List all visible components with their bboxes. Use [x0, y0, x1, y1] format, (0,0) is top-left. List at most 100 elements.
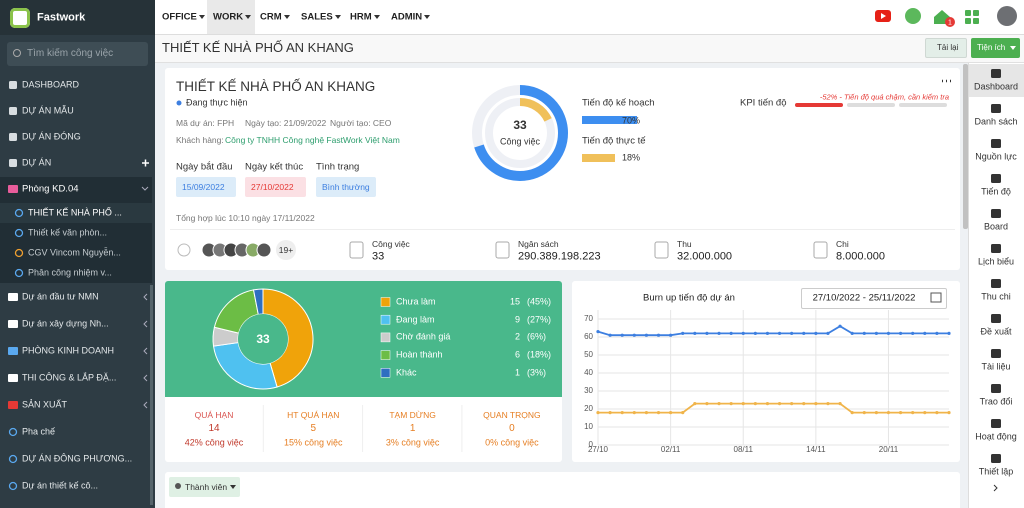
- menu-item[interactable]: DỰ ÁN ĐÔNG PHƯƠNG...: [22, 454, 132, 465]
- point: [742, 332, 745, 335]
- point: [754, 402, 757, 405]
- legend-count: 6: [515, 350, 520, 361]
- right-nav-item[interactable]: Trao đổi: [980, 397, 1013, 408]
- point: [899, 411, 902, 414]
- legend-swatch: [381, 351, 390, 360]
- menu-item[interactable]: DỰ ÁN ĐÓNG: [22, 132, 81, 143]
- right-nav-item[interactable]: Đề xuất: [980, 327, 1011, 338]
- point: [790, 402, 793, 405]
- apps-icon: [973, 18, 979, 24]
- point: [717, 402, 720, 405]
- point: [923, 332, 926, 335]
- point: [826, 332, 829, 335]
- menu-item[interactable]: Dự án xây dựng Nh...: [22, 319, 109, 330]
- point: [621, 411, 624, 414]
- utilities-label[interactable]: Tiện ích: [977, 43, 1005, 53]
- nav-menu[interactable]: OFFICE: [162, 11, 197, 22]
- progress-value: 70%: [622, 116, 640, 127]
- menu-item[interactable]: SẢN XUẤT: [22, 400, 67, 411]
- legend-label: Khác: [396, 367, 417, 378]
- right-nav-item[interactable]: Hoạt động: [975, 432, 1017, 443]
- legend-label: Hoàn thành: [396, 350, 443, 361]
- right-nav-item[interactable]: Lịch biểu: [978, 257, 1014, 268]
- right-nav-item[interactable]: Tiến độ: [981, 187, 1011, 198]
- point: [681, 332, 684, 335]
- legend-count: 9: [515, 314, 520, 325]
- stat-icon: [350, 242, 363, 258]
- menu-item[interactable]: DỰ ÁN: [22, 158, 51, 169]
- nav-menu[interactable]: ADMIN: [391, 11, 422, 22]
- customer-link[interactable]: Công ty TNHH Công nghệ FastWork Việt Nam: [225, 135, 400, 145]
- menu-icon: [9, 107, 17, 115]
- nav-menu[interactable]: WORK: [213, 11, 243, 22]
- point: [633, 411, 636, 414]
- meta: Khách hàng:: [176, 135, 224, 145]
- chevron: [144, 375, 147, 381]
- right-nav-item[interactable]: Thiết lập: [979, 467, 1014, 478]
- add-icon: [142, 160, 149, 167]
- menu-item[interactable]: Dự án đầu tư NMN: [22, 292, 99, 303]
- item-dot: [10, 429, 17, 436]
- right-nav-item[interactable]: Danh sách: [974, 117, 1017, 128]
- menu-item[interactable]: PHÒNG KINH DOANH: [22, 346, 114, 357]
- point: [826, 402, 829, 405]
- menu-subitem[interactable]: THIẾT KẾ NHÀ PHỐ ...: [28, 208, 122, 219]
- stat-icon: [655, 242, 668, 258]
- menu-subitem[interactable]: Phân công nhiệm v...: [28, 268, 112, 279]
- menu-item[interactable]: Dự án thiết kế cô...: [22, 481, 98, 492]
- legend-swatch: [381, 315, 390, 324]
- right-nav-item[interactable]: Nguồn lực: [975, 152, 1017, 163]
- point: [838, 325, 841, 328]
- legend-label: Đang làm: [396, 314, 435, 325]
- nav-icon: [991, 384, 1001, 393]
- legend-share: (18%): [527, 350, 551, 361]
- menu-item[interactable]: DỰ ÁN MẪU: [22, 106, 74, 117]
- menu-item[interactable]: DASHBOARD: [22, 80, 79, 91]
- legend-count: 15: [510, 297, 520, 308]
- stat-value: 33: [372, 250, 384, 263]
- status-dot: [177, 101, 182, 106]
- folder-icon: [8, 320, 18, 328]
- menu-subitem[interactable]: CGV Vincom Nguyễn...: [28, 248, 121, 259]
- point: [814, 332, 817, 335]
- point: [851, 411, 854, 414]
- point: [875, 332, 878, 335]
- point: [778, 402, 781, 405]
- right-nav-item[interactable]: Tài liệu: [981, 362, 1010, 373]
- members-count[interactable]: 19+: [279, 245, 293, 255]
- users-icon: [175, 483, 181, 489]
- menu-group[interactable]: Phòng KD.04: [22, 183, 79, 194]
- point: [609, 411, 612, 414]
- right-nav-item[interactable]: Dashboard: [974, 82, 1018, 93]
- nav-menu[interactable]: HRM: [350, 11, 372, 22]
- chevron: [144, 321, 147, 327]
- nav-menu[interactable]: CRM: [260, 11, 282, 22]
- right-nav-item[interactable]: Thu chi: [981, 292, 1011, 303]
- stat-value: 32.000.000: [677, 250, 732, 263]
- point: [645, 411, 648, 414]
- menu-subitem[interactable]: Thiết kế văn phòn...: [28, 228, 107, 239]
- reload-label[interactable]: Tải lại: [937, 43, 958, 53]
- caret: [335, 15, 341, 19]
- x-tick-label: 02/11: [661, 445, 681, 454]
- point: [923, 411, 926, 414]
- nav-menu[interactable]: SALES: [301, 11, 333, 22]
- y-tick-label: 20: [584, 404, 593, 413]
- meta: Ngày tạo: 21/09/2022: [245, 118, 326, 128]
- chevron: [994, 485, 997, 491]
- menu-item[interactable]: THI CÔNG & LẮP ĐẶ...: [22, 373, 116, 384]
- members-button-label[interactable]: Thành viên: [185, 482, 227, 492]
- right-nav-item[interactable]: Board: [984, 222, 1008, 233]
- search-placeholder[interactable]: Tìm kiếm công việc: [27, 48, 113, 60]
- nav-icon: [991, 104, 1001, 113]
- date-range[interactable]: 27/10/2022 - 25/11/2022: [813, 292, 916, 303]
- caret: [1010, 46, 1016, 50]
- point: [935, 332, 938, 335]
- menu-item[interactable]: Pha chế: [22, 427, 55, 438]
- point: [633, 334, 636, 337]
- folder-icon: [8, 185, 18, 193]
- legend-share: (6%): [527, 332, 546, 343]
- sidebar-scrollbar: [150, 285, 153, 505]
- point: [838, 402, 841, 405]
